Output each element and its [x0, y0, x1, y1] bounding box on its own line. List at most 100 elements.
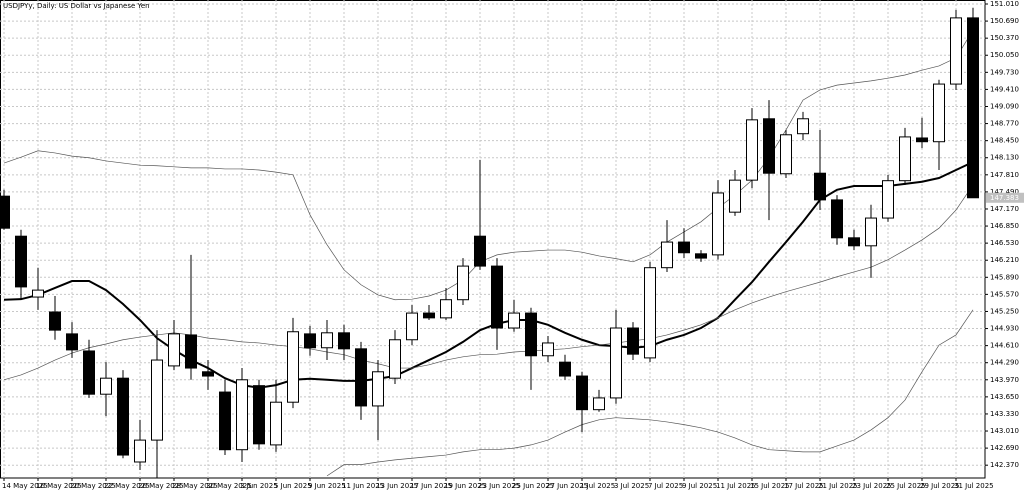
candle-body: [236, 379, 248, 451]
candle-body: [593, 397, 605, 411]
y-tick-label: 144.290: [990, 359, 1019, 367]
candle-body: [338, 332, 350, 350]
candle-body: [355, 348, 367, 407]
candle-body: [440, 299, 452, 319]
indicator-line: [3, 184, 974, 381]
y-tick-label: 148.770: [990, 120, 1019, 128]
candle-body: [151, 359, 163, 441]
candle-body: [202, 371, 214, 377]
x-tick-label: 25 Jun 2025: [512, 482, 554, 490]
chart-title: USDJPYy, Daily: US Dollar vs Japanese Ye…: [3, 2, 150, 10]
candle-body: [950, 17, 962, 85]
candle-body: [389, 339, 401, 379]
y-tick-label: 144.930: [990, 325, 1019, 333]
x-tick-label: 30 May 2025: [206, 482, 252, 490]
candle-body: [253, 385, 265, 445]
x-tick-label: 7 Jul 2025: [648, 482, 683, 490]
y-tick-label: 147.810: [990, 171, 1019, 179]
candle-body: [83, 350, 95, 395]
candle-body: [457, 265, 469, 301]
x-tick-label: 14 May 2025: [2, 482, 48, 490]
candle-body: [219, 391, 231, 451]
x-tick-label: 23 Jul 2025: [852, 482, 892, 490]
candle-body: [100, 377, 112, 395]
candle-body: [882, 180, 894, 219]
plot-frame: [0, 0, 986, 479]
candle-body: [372, 371, 384, 407]
indicator-line: [3, 29, 974, 301]
x-tick-label: 22 May 2025: [104, 482, 150, 490]
y-tick-label: 145.890: [990, 273, 1019, 281]
x-tick-label: 19 Jun 2025: [444, 482, 486, 490]
candle-body: [678, 241, 690, 254]
candle-body: [797, 118, 809, 135]
candle-body: [508, 312, 520, 329]
y-tick-label: 145.250: [990, 307, 1019, 315]
y-tick-label: 145.570: [990, 290, 1019, 298]
x-tick-label: 26 May 2025: [138, 482, 184, 490]
candle-body: [15, 235, 27, 288]
x-tick-label: 28 May 2025: [172, 482, 218, 490]
candle-body: [763, 118, 775, 174]
candle-body: [967, 17, 979, 199]
x-tick-label: 13 Jun 2025: [376, 482, 418, 490]
x-tick-label: 25 Jul 2025: [886, 482, 926, 490]
indicator-lines: [3, 29, 974, 477]
y-tick-label: 143.010: [990, 427, 1019, 435]
y-tick-label: 148.130: [990, 154, 1019, 162]
y-tick-label: 149.090: [990, 102, 1019, 110]
y-tick-label: 150.050: [990, 51, 1019, 59]
candle-body: [865, 217, 877, 247]
y-tick-label: 142.690: [990, 444, 1019, 452]
candle-body: [168, 333, 180, 367]
y-tick-label: 143.970: [990, 376, 1019, 384]
candle-body: [32, 289, 44, 298]
candle-body: [185, 334, 197, 369]
y-tick-label: 147.170: [990, 205, 1019, 213]
y-tick-label: 143.650: [990, 393, 1019, 401]
y-tick-label: 149.730: [990, 68, 1019, 76]
candle-body: [933, 83, 945, 143]
y-tick-label: 142.370: [990, 461, 1019, 469]
candle-body: [117, 377, 129, 456]
x-tick-label: 21 Jul 2025: [818, 482, 858, 490]
candle-body: [542, 342, 554, 357]
y-tick-label: 144.610: [990, 342, 1019, 350]
x-tick-label: 9 Jul 2025: [682, 482, 717, 490]
candle-body: [134, 439, 146, 463]
candle-body: [899, 136, 911, 182]
candle-body: [848, 237, 860, 247]
candle-body: [49, 311, 61, 331]
x-tick-label: 9 Jun 2025: [308, 482, 346, 490]
y-tick-label: 150.370: [990, 34, 1019, 42]
candle-body: [712, 192, 724, 256]
y-tick-label: 148.450: [990, 137, 1019, 145]
candle-body: [525, 312, 537, 357]
y-tick-label: 147.490: [990, 188, 1019, 196]
y-tick-label: 150.690: [990, 17, 1019, 25]
x-tick-label: 17 Jul 2025: [784, 482, 824, 490]
candle-body: [695, 253, 707, 259]
candle-body: [66, 333, 78, 351]
candle-body: [746, 119, 758, 181]
candle-body: [610, 327, 622, 399]
x-tick-label: 15 Jul 2025: [750, 482, 790, 490]
y-tick-label: 146.850: [990, 222, 1019, 230]
candle-body: [474, 235, 486, 267]
candle-body: [423, 312, 435, 319]
x-tick-label: 31 Jul 2025: [954, 482, 994, 490]
candle-body: [644, 267, 656, 359]
x-tick-label: 3 Jul 2025: [614, 482, 649, 490]
x-tick-label: 20 May 2025: [70, 482, 116, 490]
candle-body: [491, 265, 503, 329]
candle-body: [321, 332, 333, 349]
candle-body: [270, 401, 282, 446]
y-tick-label: 146.210: [990, 256, 1019, 264]
price-tag: 147.383: [990, 194, 1019, 202]
x-tick-label: 17 Jun 2025: [410, 482, 452, 490]
candle-body: [814, 172, 826, 201]
x-tick-label: 27 Jun 2025: [546, 482, 588, 490]
